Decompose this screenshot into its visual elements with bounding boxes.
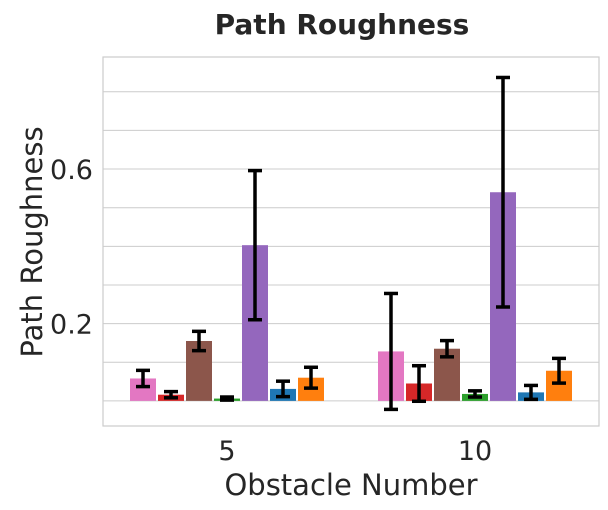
x-axis-label: Obstacle Number [224, 468, 477, 502]
y-tick-labels: 0.2 0.6 [50, 155, 93, 341]
plot-area [102, 56, 600, 427]
y-tick-label: 0.6 [50, 155, 93, 186]
x-tick-labels: 5 10 [218, 436, 492, 467]
y-tick-label: 0.2 [50, 310, 93, 341]
bars [130, 192, 572, 401]
error-bars [136, 75, 566, 412]
chart-title: Path Roughness [215, 8, 470, 41]
bar [130, 378, 156, 401]
x-tick-label: 5 [218, 436, 235, 467]
x-tick-label: 10 [458, 436, 492, 467]
grid-lines [103, 91, 599, 402]
y-axis-label: Path Roughness [15, 126, 49, 357]
